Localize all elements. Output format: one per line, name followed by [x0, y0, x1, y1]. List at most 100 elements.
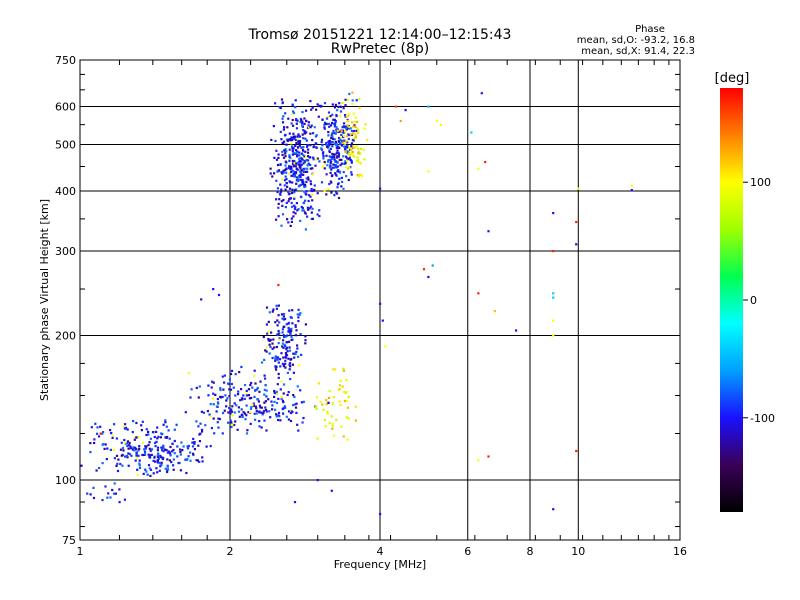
data-point — [162, 444, 165, 447]
data-point — [288, 132, 291, 135]
data-point — [109, 496, 112, 499]
data-point — [351, 91, 354, 94]
data-point — [284, 175, 287, 178]
data-point — [322, 408, 325, 411]
data-point — [302, 173, 305, 176]
data-point — [143, 450, 147, 453]
data-point — [327, 134, 330, 137]
data-point — [325, 193, 328, 196]
data-point — [227, 411, 230, 414]
data-point — [198, 440, 201, 443]
data-point — [292, 124, 295, 127]
data-point — [291, 162, 295, 165]
data-point — [273, 346, 276, 349]
data-point — [288, 192, 291, 195]
data-point — [339, 110, 343, 113]
data-point — [294, 99, 297, 102]
y-tick-label: 400 — [55, 185, 76, 198]
data-point — [168, 459, 171, 462]
data-point — [181, 449, 184, 452]
data-point — [327, 396, 331, 399]
data-point — [286, 139, 289, 142]
data-point — [345, 140, 348, 143]
data-point — [348, 112, 351, 115]
data-point — [312, 173, 315, 176]
data-point — [277, 397, 280, 400]
data-point — [249, 411, 252, 414]
data-point — [334, 368, 337, 371]
data-point — [106, 496, 109, 499]
data-point — [184, 458, 187, 461]
data-point — [229, 388, 233, 391]
data-point — [186, 445, 189, 448]
phase-stats-o: mean, sd,O: -93.2, 16.8 — [577, 35, 695, 46]
data-point — [131, 431, 134, 434]
data-point — [141, 420, 144, 423]
data-point — [332, 166, 336, 169]
data-point — [303, 117, 306, 120]
data-point — [300, 160, 303, 163]
data-point — [98, 466, 101, 470]
data-point — [339, 403, 342, 406]
data-point — [330, 181, 333, 184]
data-point — [281, 342, 284, 345]
data-point — [245, 394, 248, 397]
data-point — [327, 122, 330, 125]
data-point — [171, 450, 174, 453]
data-point — [115, 464, 118, 467]
data-point — [299, 167, 302, 170]
data-point — [288, 309, 291, 312]
data-point — [310, 124, 313, 127]
phase-stats-x: mean, sd,X: 91.4, 22.3 — [581, 46, 695, 57]
data-point — [156, 426, 159, 429]
data-point — [133, 449, 136, 452]
x-tick-label: 6 — [464, 545, 471, 558]
data-point — [341, 101, 344, 105]
data-point — [290, 338, 293, 341]
data-point — [225, 405, 228, 408]
data-point — [325, 142, 328, 145]
data-point — [160, 463, 163, 466]
data-point — [340, 158, 343, 161]
data-point — [325, 122, 328, 126]
data-point — [170, 461, 173, 464]
data-point — [132, 420, 135, 423]
data-point — [115, 454, 119, 457]
data-point — [195, 386, 198, 389]
data-point — [123, 425, 126, 428]
data-point — [162, 456, 165, 460]
data-point — [435, 119, 438, 123]
data-point — [299, 333, 302, 336]
data-point — [305, 177, 308, 180]
data-point — [294, 352, 297, 356]
data-point — [301, 120, 304, 123]
data-point — [276, 163, 280, 167]
data-point — [346, 98, 349, 102]
data-point — [192, 437, 195, 440]
data-point — [149, 449, 152, 453]
data-point — [315, 142, 318, 145]
data-point — [154, 441, 157, 445]
data-point — [342, 155, 345, 158]
data-point — [126, 456, 129, 459]
data-point — [304, 339, 307, 342]
data-point — [349, 158, 352, 162]
data-point — [334, 164, 337, 167]
data-point — [297, 429, 300, 432]
data-point — [318, 104, 321, 107]
data-point — [198, 385, 201, 388]
data-point — [274, 321, 277, 324]
data-point — [301, 124, 304, 127]
data-point — [250, 406, 253, 409]
data-point — [493, 310, 496, 313]
data-point — [281, 121, 285, 124]
data-point — [150, 448, 154, 451]
data-point — [282, 346, 285, 349]
data-point — [280, 352, 283, 355]
data-point — [245, 414, 248, 417]
data-point — [156, 446, 160, 449]
data-point — [328, 158, 331, 162]
data-point — [246, 429, 249, 432]
data-point — [357, 151, 360, 154]
data-point — [290, 217, 293, 220]
